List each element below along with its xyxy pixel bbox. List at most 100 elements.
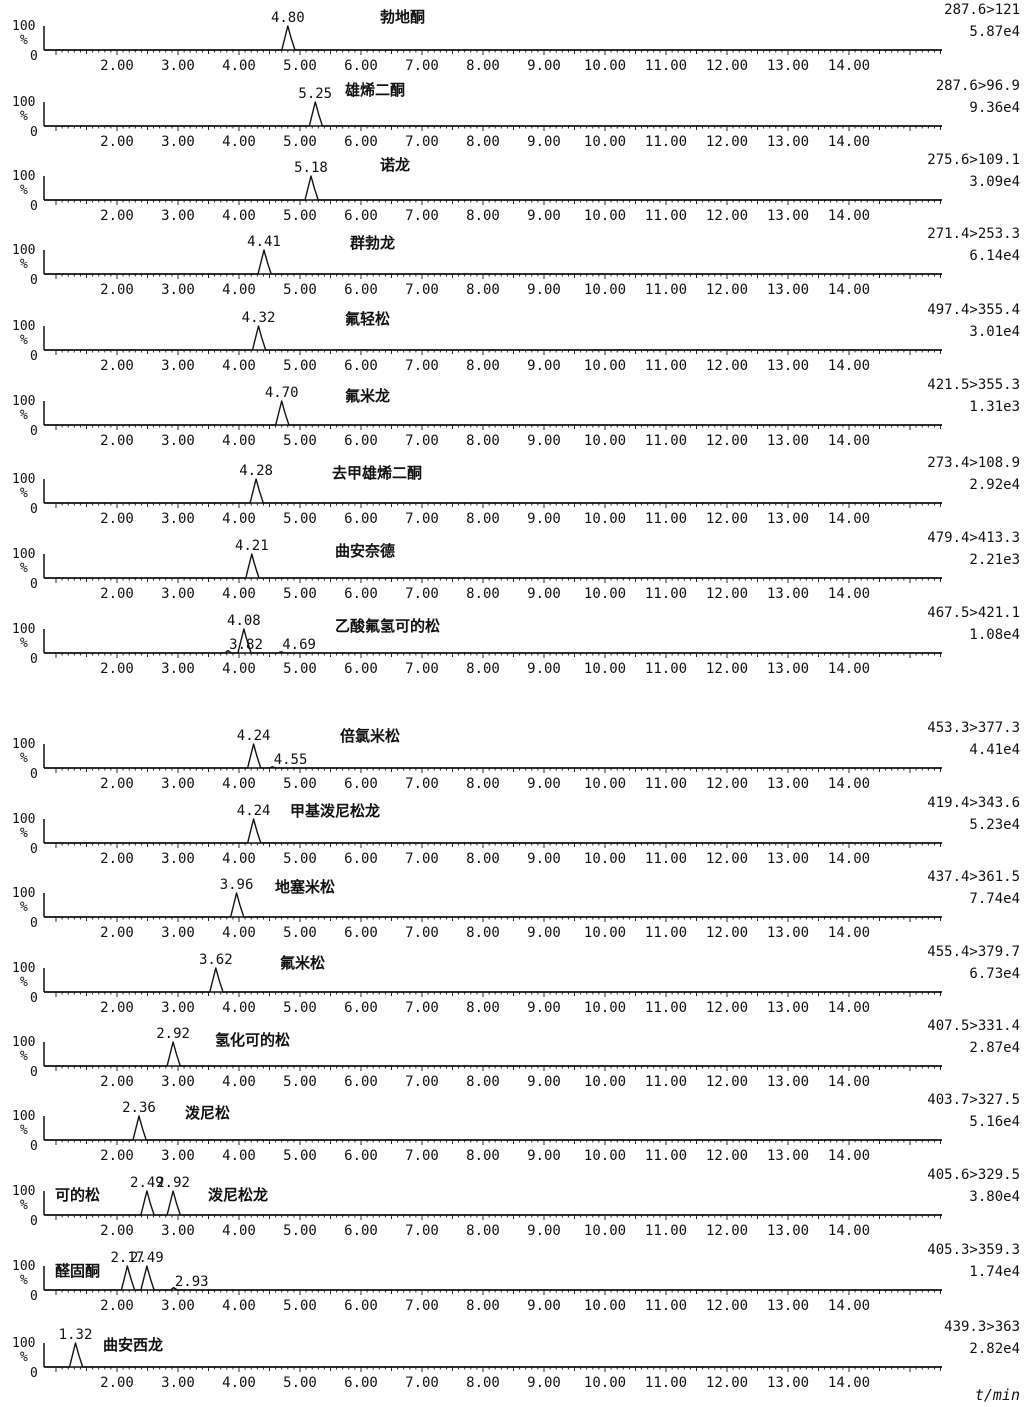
xaxis-tick-label: 12.00 [706,1148,748,1164]
xaxis-ticks [56,917,941,922]
xaxis-tick-label: 9.00 [527,661,561,677]
intensity-value: 3.01e4 [969,324,1020,340]
xaxis-tick-label: 9.00 [527,58,561,74]
intensity-value: 2.92e4 [969,477,1020,493]
yaxis-top-label: 100 [12,243,35,258]
compound-name: 倍氯米松 [340,727,400,745]
intensity-value: 5.23e4 [969,817,1020,833]
xaxis-tick-label: 12.00 [706,1000,748,1016]
xaxis-tick-label: 2.00 [100,776,134,792]
xaxis-tick-label: 3.00 [161,1223,195,1239]
xaxis-tick-label: 6.00 [344,134,378,150]
compound-name: 醛固酮 [55,1262,100,1280]
xaxis-tick-label: 4.00 [222,208,256,224]
xaxis-tick-label: 11.00 [645,358,687,374]
xaxis-tick-label: 14.00 [828,58,870,74]
xaxis-tick-label: 5.00 [283,1074,317,1090]
xaxis-tick-label: 14.00 [828,776,870,792]
xaxis-tick-label: 11.00 [645,58,687,74]
xaxis-tick-label: 8.00 [466,358,500,374]
panel-12: 100%02.00 3.00 4.00 5.00 6.00 7.00 8.00 9.00 10.… [12,869,1020,941]
xaxis-tick-label: 9.00 [527,851,561,867]
xaxis-tick-label: 7.00 [405,1375,439,1391]
yaxis-top-label: 100 [12,95,35,110]
xaxis-tick-label: 13.00 [767,1375,809,1391]
xaxis-tick-label: 4.00 [222,282,256,298]
panel-8: 100%0 2.00 3.00 4.00 5.00 6.00 7.00 8.00 9.00 10.… [12,530,1020,602]
panel-18: 100%02.00 3.00 4.00 5.00 6.00 7.00 8.00 9.00 10.… [12,1319,1020,1391]
xaxis-tick-label: 3.00 [161,208,195,224]
compound-name: 去甲雄烯二酮 [332,464,422,482]
xaxis-ticks [56,50,941,55]
xaxis-tick-label: 7.00 [405,925,439,941]
panel-6: 100%0 2.00 3.00 4.00 5.00 6.00 7.00 8.00 9.00 10.… [12,377,1020,449]
xaxis-tick-label: 9.00 [527,1375,561,1391]
xaxis-tick-label: 12.00 [706,282,748,298]
xaxis-tick-label: 2.00 [100,1375,134,1391]
xaxis-tick-label: 8.00 [466,208,500,224]
xaxis-tick-label: 11.00 [645,208,687,224]
xaxis-tick-label: 9.00 [527,208,561,224]
yaxis-unit-label: % [20,109,28,124]
xaxis-tick-label: 11.00 [645,433,687,449]
yaxis-unit-label: % [20,1049,28,1064]
xaxis-tick-label: 8.00 [466,925,500,941]
mrm-transition: 287.6>121 [944,2,1020,18]
xaxis-tick-label: 13.00 [767,925,809,941]
chromatogram-trace [44,629,942,653]
yaxis-top-label: 100 [12,169,35,184]
xaxis-tick-label: 13.00 [767,661,809,677]
xaxis-ticks [56,992,941,997]
xaxis-tick-label: 8.00 [466,1000,500,1016]
yaxis-bottom-label: 0 [30,991,38,1006]
xaxis-tick-label: 2.00 [100,1223,134,1239]
xaxis-tick-label: 2.00 [100,433,134,449]
xaxis-ticks [56,578,941,583]
xaxis-tick-label: 9.00 [527,358,561,374]
compound-name: 氟米松 [280,954,325,972]
compound-name: 氢化可的松 [215,1031,290,1049]
xaxis-tick-label: 3.00 [161,134,195,150]
panel-10: 100%02.00 3.00 4.00 5.00 6.00 7.00 8.00 9.00 10.… [12,720,1020,792]
mrm-transition: 497.4>355.4 [927,302,1020,318]
xaxis-ticks [56,425,941,430]
xaxis-tick-label: 14.00 [828,1223,870,1239]
xaxis-tick-label: 9.00 [527,1223,561,1239]
xaxis-tick-label: 9.00 [527,776,561,792]
xaxis-tick-label: 11.00 [645,925,687,941]
xaxis-tick-label: 2.00 [100,851,134,867]
yaxis-bottom-label: 0 [30,652,38,667]
xaxis-tick-label: 8.00 [466,776,500,792]
mrm-transition: 405.3>359.3 [927,1242,1020,1258]
peak-label: 4.55 [274,752,308,768]
xaxis-tick-label: 7.00 [405,511,439,527]
xaxis-tick-label: 13.00 [767,1223,809,1239]
xaxis-tick-label: 11.00 [645,1000,687,1016]
xaxis-tick-label: 9.00 [527,433,561,449]
compound-name-2: 泼尼松龙 [208,1186,268,1204]
panel-7: 100%02.00 3.00 4.00 5.00 6.00 7.00 8.00 9.00 10.… [12,455,1020,527]
peak-label: 4.24 [237,728,271,744]
yaxis-bottom-label: 0 [30,1139,38,1154]
xaxis-tick-label: 5.00 [283,511,317,527]
mrm-transition: 437.4>361.5 [927,869,1020,885]
compound-name: 雄烯二酮 [344,81,405,99]
xaxis-tick-label: 11.00 [645,511,687,527]
xaxis-tick-label: 13.00 [767,776,809,792]
xaxis-tick-label: 12.00 [706,1298,748,1314]
xaxis-tick-label: 3.00 [161,925,195,941]
xaxis-tick-label: 5.00 [283,433,317,449]
xaxis-tick-label: 4.00 [222,776,256,792]
xaxis-tick-label: 6.00 [344,1000,378,1016]
chromatogram-trace [44,968,942,992]
xaxis-tick-label: 10.00 [584,1375,626,1391]
xaxis-tick-label: 3.00 [161,282,195,298]
xaxis-tick-label: 5.00 [283,1000,317,1016]
xaxis-tick-label: 13.00 [767,586,809,602]
xaxis-tick-label: 7.00 [405,58,439,74]
xaxis-tick-label: 5.00 [283,358,317,374]
xaxis-tick-label: 14.00 [828,511,870,527]
xaxis-tick-label: 5.00 [283,282,317,298]
xaxis-tick-label: 10.00 [584,134,626,150]
yaxis-top-label: 100 [12,472,35,487]
